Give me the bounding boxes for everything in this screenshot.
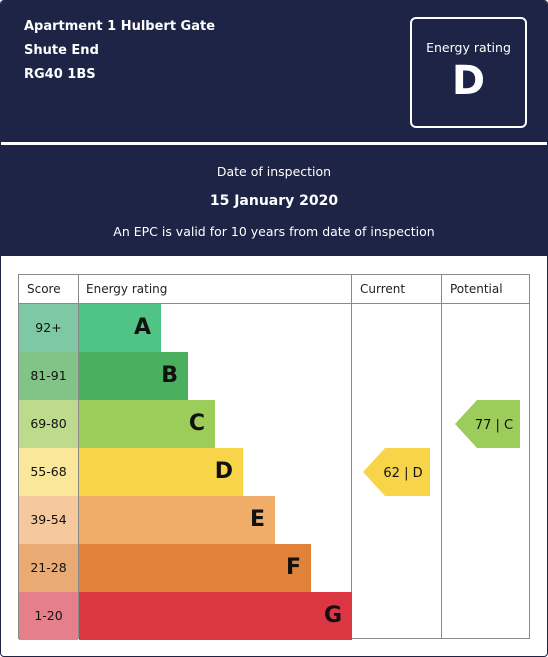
band-score-a: 92+ [19,304,78,352]
band-bar-a: A [79,304,161,352]
band-score-e: 39-54 [19,496,78,544]
energy-rating-box: Energy rating D [410,17,527,128]
inspection-date: 15 January 2020 [209,193,339,209]
current-rating-label: 62 | D [383,466,422,481]
band-score-c: 69-80 [19,400,78,448]
band-bar-e: E [79,496,275,544]
band-bar-c: C [79,400,215,448]
column-divider [351,275,352,638]
band-letter-g: G [323,603,342,628]
header-divider [19,303,529,304]
column-divider [78,275,79,638]
energy-rating-label: Energy rating [426,40,511,55]
postcode: RG40 1BS [24,67,96,82]
header-potential: Potential [450,282,503,296]
potential-rating-label: 77 | C [475,418,513,433]
band-bar-g: G [79,592,352,640]
band-letter-a: A [133,315,151,340]
potential-arrow-shape [455,400,520,448]
inspection-header: Date of inspection 15 January 2020 An EP… [1,145,547,256]
band-letter-f: F [285,555,301,580]
header-score: Score [27,282,61,296]
potential-rating-arrow: 77 | C [455,400,520,448]
band-letter-c: C [188,411,205,436]
address-line-1: Apartment 1 Hulbert Gate [24,19,216,34]
header-current: Current [360,282,406,296]
header-energy-rating: Energy rating [86,282,168,296]
validity-note: An EPC is valid for 10 years from date o… [113,224,435,239]
band-score-b: 81-91 [19,352,78,400]
band-letter-b: B [161,363,178,388]
energy-rating-value: D [451,58,486,104]
band-bar-d: D [79,448,243,496]
inspection-label: Date of inspection [216,164,332,179]
band-score-g: 1-20 [19,592,78,640]
band-score-f: 21-28 [19,544,78,592]
band-letter-d: D [214,459,233,484]
band-bar-b: B [79,352,188,400]
current-rating-arrow: 62 | D [363,448,430,496]
energy-rating-table: Score Energy rating Current Potential 92… [18,274,530,640]
band-score-d: 55-68 [19,448,78,496]
address-line-2: Shute End [24,43,99,58]
band-bar-f: F [79,544,311,592]
column-divider [441,275,442,638]
current-arrow-shape [363,448,430,496]
band-letter-e: E [249,507,265,532]
property-header: Apartment 1 Hulbert Gate Shute End RG40 … [1,1,547,142]
